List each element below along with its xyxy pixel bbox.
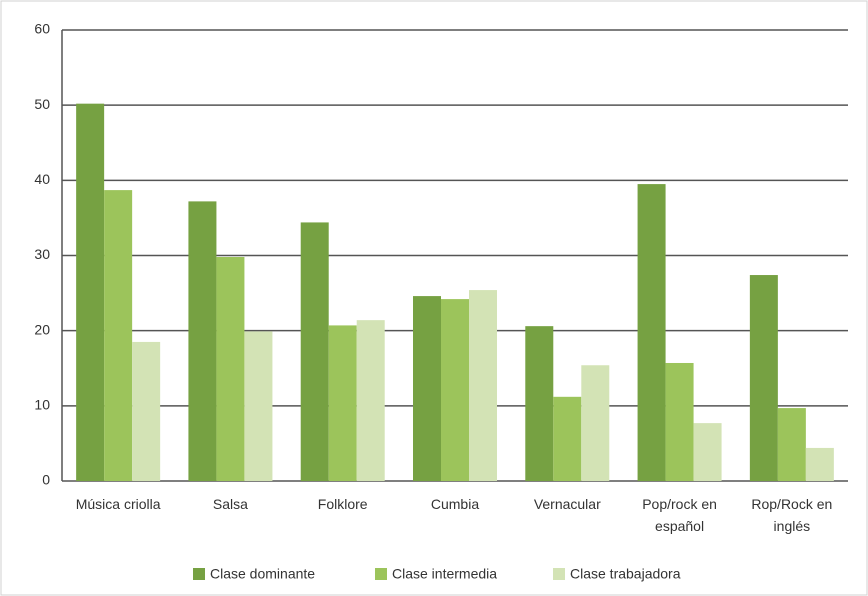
bar [553,396,582,481]
y-tick-label: 50 [34,96,50,112]
x-tick-label: Folklore [317,496,368,512]
legend-label: Clase trabajadora [570,566,681,582]
y-tick-label: 30 [34,246,50,262]
y-tick-label: 10 [34,397,50,413]
bar [413,296,441,481]
bar [525,326,554,481]
bar [749,275,778,481]
x-tick-label: Salsa [212,496,248,512]
bar [188,201,217,481]
bar [469,290,497,481]
y-tick-label: 20 [34,321,50,337]
legend-swatch [193,568,205,580]
x-tick-label: Música criolla [75,496,161,512]
bar [76,103,105,481]
bar [104,190,133,482]
y-tick-label: 40 [34,171,50,187]
y-tick-label: 60 [34,21,50,37]
bar [805,447,834,481]
x-tick-label: Cumbia [430,496,480,512]
x-tick-label: Rop/Rock en inglés [751,496,833,534]
legend-label: Clase dominante [210,566,315,582]
legend-swatch [375,568,387,580]
bar [132,341,161,481]
x-tick-label: Vernacular [533,496,601,512]
bar [637,184,666,481]
y-tick-label: 0 [42,472,50,488]
bar [328,325,357,481]
bar [244,331,273,481]
x-tick-label: Pop/rock en español [642,496,717,534]
bar [665,362,694,481]
legend-label: Clase intermedia [392,566,497,582]
bar [216,257,245,481]
bar [581,365,610,481]
bar [356,320,385,481]
bar [693,423,722,481]
bar [441,299,469,481]
bar [777,408,806,481]
legend-swatch [553,568,565,580]
bar [300,222,329,481]
